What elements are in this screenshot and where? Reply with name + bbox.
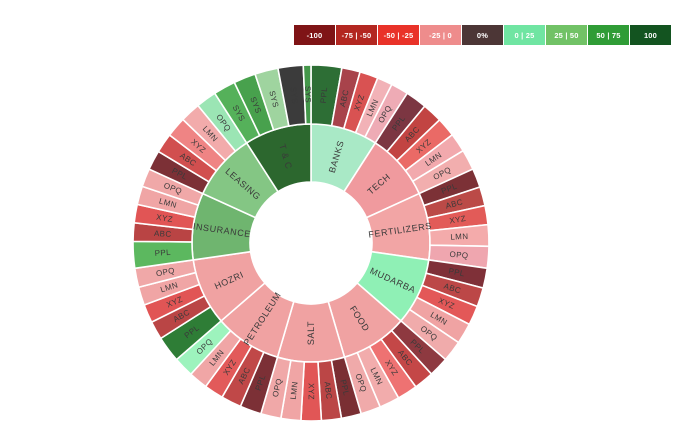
legend-cell-5: 0 | 25 [504,25,546,45]
legend-cell-6: 25 | 50 [546,25,588,45]
legend-label: 100 [643,30,658,40]
legend-label: 0% [476,30,489,40]
legend-label: -25 | 0 [429,30,452,40]
legend-label: 0 | 25 [514,30,535,40]
legend-cell-3: -25 | 0 [420,25,462,45]
legend-cell-4: 0% [462,25,504,45]
legend-cell-2: -50 | -25 [378,25,420,45]
legend-label: -100 [306,30,323,40]
color-legend: -100 -75 | -50 -50 | -25 -25 | 0 0% 0 | 25 25 … [294,25,672,45]
legend-label: 50 | 75 [596,30,621,40]
legend-label: -75 | -50 [341,30,372,40]
legend-label: -50 | -25 [383,30,414,40]
legend-cell-1: -75 | -50 [336,25,378,45]
legend-label: 25 | 50 [554,30,579,40]
legend-cell-8: 100 [630,25,672,45]
sunburst-segment-t-c-sys-4[interactable] [302,64,312,125]
legend-cell-7: 50 | 75 [588,25,630,45]
legend-cell-0: -100 [294,25,336,45]
